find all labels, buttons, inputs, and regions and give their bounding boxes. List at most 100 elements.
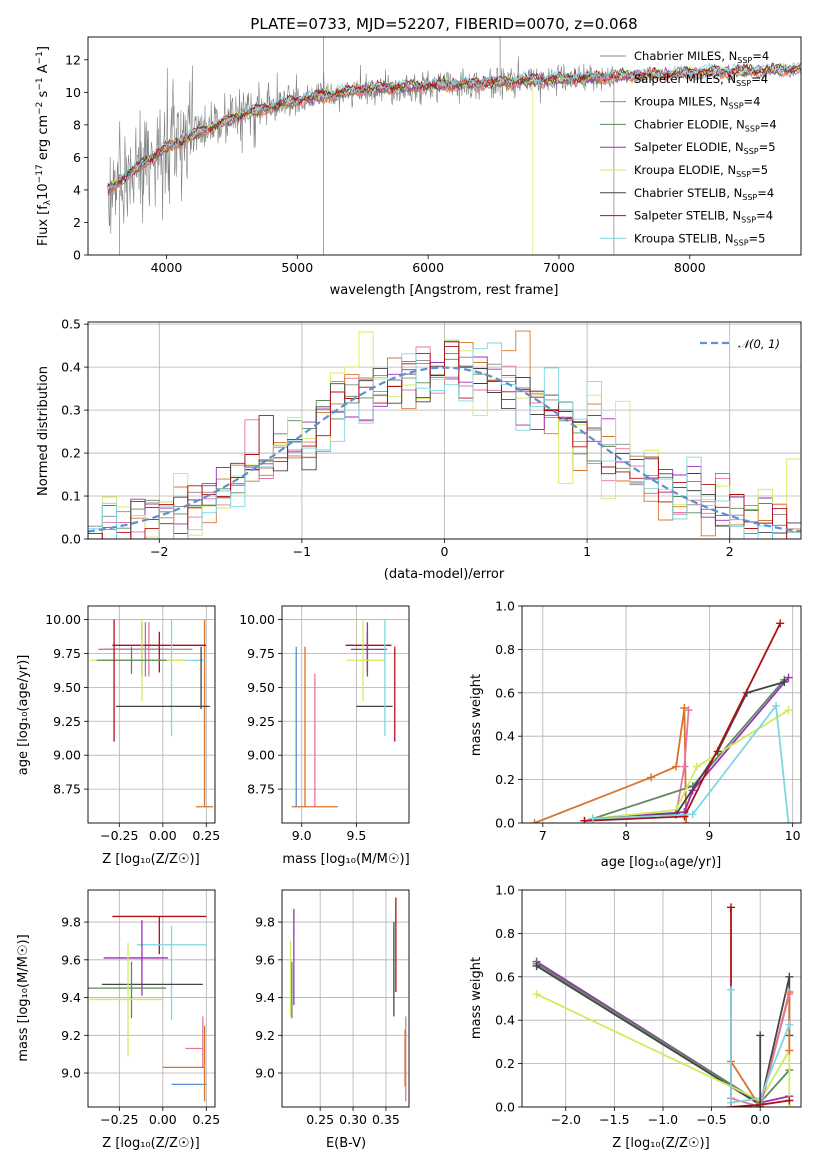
legend-sub: SSP (737, 56, 752, 65)
legend-entry: Chabrier ELODIE, NSSP=4 (634, 117, 777, 133)
legend-entry: Kroupa STELIB, NSSP=5 (634, 231, 765, 247)
y-tick-label: 8 (73, 117, 81, 132)
grid (282, 890, 409, 1107)
residuals-ylabel: Normed distribution (36, 366, 51, 496)
spectrum-title: PLATE=0733, MJD=52207, FIBERID=0070, z=0… (250, 15, 637, 33)
axes-frame (281, 605, 410, 824)
x-tick-label: 1 (583, 544, 591, 559)
y-tick-label: 9.50 (53, 680, 81, 695)
plot-area (291, 619, 396, 808)
legend-imf: Salpeter ELODIE, N (634, 140, 744, 154)
x-tick-label: 0.00 (149, 828, 177, 843)
y-tick-label: 9.00 (53, 748, 81, 763)
y-tick-label: 0.8 (495, 642, 515, 657)
ylabel-part: −1 (35, 77, 45, 90)
weight-marker (784, 819, 793, 823)
plot-area (530, 619, 793, 823)
weight-marker (785, 1096, 794, 1105)
legend-entry: Chabrier STELIB, NSSP=4 (634, 186, 774, 202)
x-tick-label: 0.0 (750, 1112, 770, 1127)
ylabel-part: −2 (35, 102, 45, 115)
ylabel-part: A (36, 64, 51, 77)
residuals-xlabel: (data-model)/error (384, 567, 505, 582)
weight-marker (672, 762, 681, 771)
weight-vs-age-panel: 7 8 9 10 0.0 0.2 0.4 0.6 0.8 1.0 (495, 599, 802, 843)
x-tick-label: 0.35 (372, 1112, 400, 1127)
legend-n: =4 (752, 49, 769, 63)
y-tick-label: 9.4 (255, 990, 275, 1005)
weight-marker (727, 985, 736, 994)
weight-marker (727, 903, 736, 912)
weight-marker (784, 706, 793, 715)
y-tick-label: 9.25 (247, 714, 275, 729)
axes-frame (87, 605, 216, 824)
spectrum-ylabel: Flux [fλ10−17 erg cm−2 s−1 A−1] (35, 46, 53, 246)
weight-marker (776, 619, 785, 628)
ylabel-part: 10 (36, 183, 51, 200)
axes-frame (521, 605, 802, 824)
legend-entry: Kroupa ELODIE, NSSP=5 (634, 163, 768, 179)
legend-imf: Salpeter MILES, N (634, 72, 736, 86)
x-tick-label: 0.30 (339, 1112, 367, 1127)
grid (282, 606, 409, 823)
legend-n: =4 (744, 95, 761, 109)
x-tick-label: 2 (726, 544, 734, 559)
y-tick-label: 0.2 (61, 446, 81, 461)
weight-line (592, 677, 790, 820)
legend-sub: SSP (736, 170, 751, 179)
ylabel-part: s (36, 90, 51, 101)
weight-line (592, 703, 790, 823)
legend-imf: Salpeter STELIB, N (634, 209, 741, 223)
weight-line (592, 679, 785, 820)
plot-area (532, 903, 794, 1107)
grid (88, 606, 215, 823)
y-tick-label: 9.4 (61, 990, 81, 1005)
weight-vs-age-ylabel: mass weight (469, 674, 484, 756)
normal-curve (88, 366, 801, 533)
legend-imf: Chabrier MILES, N (634, 49, 737, 63)
axes-frame (87, 36, 802, 256)
plot-area (88, 915, 207, 1102)
y-tick-label: 0.4 (495, 729, 515, 744)
axes-frame (87, 889, 216, 1108)
y-tick-label: 8.75 (247, 782, 275, 797)
weight-line (592, 681, 785, 820)
legend-n: =4 (757, 186, 774, 200)
x-tick-label: 8 (622, 828, 630, 843)
y-tick-label: 9.2 (61, 1028, 81, 1043)
legend-n: =5 (751, 163, 768, 177)
axes-frame (87, 321, 802, 540)
y-tick-label: 8.75 (53, 782, 81, 797)
model-line-kroupa-stelib (107, 62, 801, 190)
weight-marker (692, 762, 701, 771)
x-tick-label: 8000 (674, 260, 706, 275)
x-tick-label: 0 (441, 544, 449, 559)
x-tick-label: 0.00 (149, 1112, 177, 1127)
legend-sub: SSP (742, 193, 757, 202)
x-tick-label: 0.25 (192, 1112, 220, 1127)
y-tick-label: 1.0 (495, 883, 515, 898)
x-tick-label: 10 (785, 828, 801, 843)
weight-marker (688, 810, 697, 819)
legend-entry: Salpeter ELODIE, NSSP=5 (634, 140, 776, 156)
y-tick-label: 12 (65, 52, 81, 67)
x-tick-label: 0.25 (306, 1112, 334, 1127)
y-tick-label: 0.6 (495, 685, 515, 700)
y-tick-label: 2 (73, 215, 81, 230)
legend-n: =4 (751, 72, 768, 86)
y-tick-label: 9.6 (255, 952, 275, 967)
x-tick-label: −1.5 (599, 1112, 629, 1127)
mass-vs-Z-panel: −0.25 0.00 0.25 9.0 9.2 9.4 9.6 9.8 (61, 889, 220, 1127)
x-tick-label: 4000 (151, 260, 183, 275)
y-tick-label: 4 (73, 182, 81, 197)
legend-entry: Salpeter STELIB, NSSP=4 (634, 209, 773, 225)
weight-marker (785, 990, 794, 999)
legend-sub: SSP (736, 79, 751, 88)
mass-vs-ebv-panel: 0.25 0.30 0.35 9.0 9.2 9.4 9.6 9.8 (255, 889, 410, 1127)
grid (522, 605, 801, 824)
weight-marker (727, 1098, 736, 1107)
x-tick-label: 9.5 (347, 828, 367, 843)
age-vs-Z-xlabel: Z [log₁₀(Z/Z☉)] (102, 852, 199, 867)
legend-entry: Salpeter MILES, NSSP=4 (634, 72, 768, 88)
